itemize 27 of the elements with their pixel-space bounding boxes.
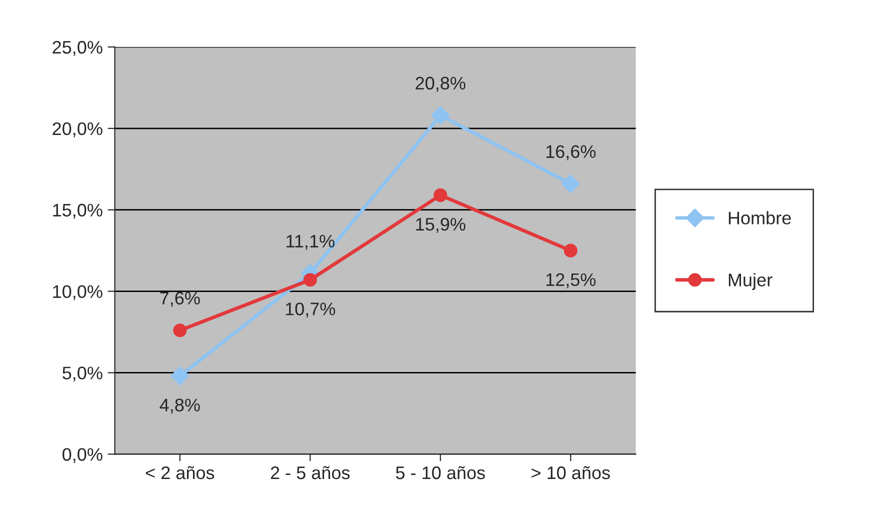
data-label: 4,8%	[160, 398, 200, 414]
data-label: 11,1%	[286, 234, 334, 250]
y-tick-label: 25,0%	[52, 40, 102, 56]
data-label: 15,9%	[416, 218, 466, 233]
point	[561, 174, 580, 194]
y-tick-label: 5,0%	[62, 366, 102, 382]
point	[431, 106, 450, 125]
data-label: 7,6%	[160, 292, 200, 307]
y-tick-label: 15,0%	[53, 204, 102, 219]
y-tick-label: 10,0%	[53, 285, 102, 300]
data-label: 10,7%	[286, 302, 336, 318]
point	[564, 244, 578, 258]
data-label: 12,5%	[546, 273, 596, 288]
point	[173, 324, 187, 338]
point	[434, 188, 448, 202]
x-tick-label: 2 - 5 años	[270, 466, 350, 480]
legend-label: Mujer	[728, 273, 772, 290]
x-tick-label: > 10 años	[532, 466, 610, 480]
data-label: 16,6%	[546, 145, 596, 160]
data-label: 20,8%	[416, 76, 466, 92]
x-tick-label: < 2 años	[146, 466, 214, 480]
point	[303, 273, 317, 287]
y-tick-label: 0,0%	[62, 448, 102, 463]
legend-label: Hombre	[728, 211, 791, 224]
y-tick-label: 20,0%	[52, 122, 102, 138]
point	[170, 366, 190, 386]
x-tick-label: 5 - 10 años	[396, 466, 485, 480]
